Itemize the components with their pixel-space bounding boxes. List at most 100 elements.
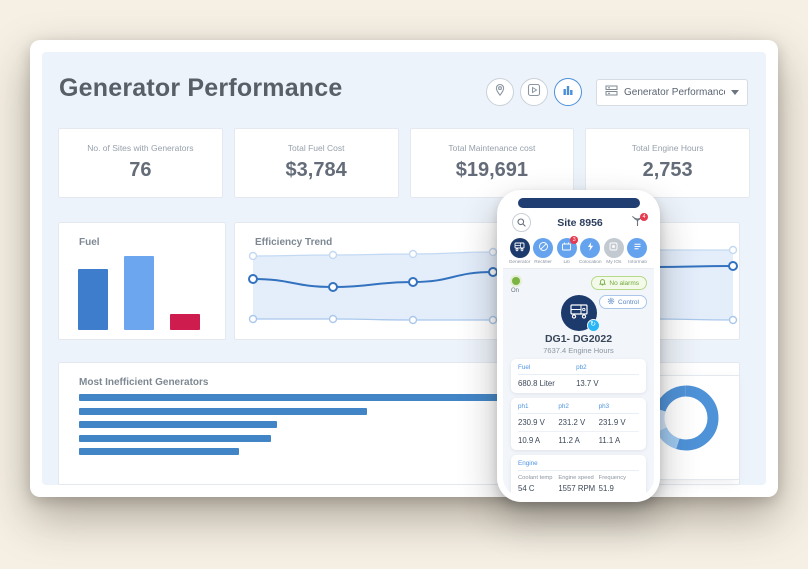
engine-field-label: Frequency: [598, 475, 627, 481]
search-button[interactable]: [512, 213, 531, 232]
engine-field-value: 54 C: [518, 484, 535, 493]
no-alarms-pill[interactable]: No alarms: [591, 276, 647, 290]
status-pills: No alarms Control: [591, 276, 647, 309]
nav-label: Rectifier: [534, 260, 552, 265]
data-point: [328, 282, 338, 292]
nav-label: Colocation: [578, 260, 602, 265]
engine-card-title: Engine: [518, 460, 538, 467]
generator-bar: [79, 407, 367, 415]
location-icon-button[interactable]: [486, 78, 514, 106]
bar-chart-icon-button[interactable]: [554, 78, 582, 106]
bar-chart-icon: [561, 83, 575, 102]
phase-label: ph3: [598, 403, 610, 410]
location-icon: [493, 83, 507, 102]
device-engine-hours: 7637.4 Engine Hours: [543, 346, 614, 355]
data-point: [488, 267, 498, 277]
no-alarms-label: No alarms: [609, 279, 639, 287]
data-point: [248, 251, 258, 261]
phase-label: ph1: [518, 403, 529, 410]
data-point: [248, 274, 258, 284]
phone-data-cards: Fuel pb2 680.8 Liter 13.7 V ph1 ph2 ph3: [511, 359, 646, 496]
phase-current: 11.1 A: [598, 436, 621, 445]
nav-item-colocation[interactable]: Colocation: [579, 238, 602, 265]
stat-cards-row: No. of Sites with Generators 76 Total Fu…: [58, 128, 750, 198]
stat-value: $19,691: [455, 159, 529, 181]
generator-bar: [79, 434, 271, 442]
stat-label: Total Engine Hours: [631, 143, 704, 153]
phase-voltage: 231.2 V: [558, 418, 586, 427]
field-label: Fuel: [518, 364, 531, 371]
fuel-bar-chart: [78, 256, 200, 330]
fuel-bar: [78, 269, 108, 330]
data-point: [328, 314, 338, 324]
phone-screen: Site 8956 4 Generator Rectifier 3 Lib: [503, 196, 654, 496]
engine-field-label: Engine speed: [558, 475, 594, 481]
signal-status[interactable]: 4: [629, 212, 648, 231]
stat-label: No. of Sites with Generators: [87, 143, 194, 153]
fuel-bar: [170, 314, 200, 330]
data-point: [488, 247, 498, 257]
inefficient-generators-title: Most Inefficient Generators: [79, 377, 209, 388]
data-point: [408, 249, 418, 259]
phases-card: ph1 ph2 ph3 230.9 V 231.2 V 231.9 V 10.9…: [511, 398, 646, 450]
field-value: 680.8 Liter: [518, 379, 555, 388]
fuel-chart-title: Fuel: [79, 237, 100, 248]
lib-icon: [561, 239, 572, 257]
efficiency-area-fill: [253, 250, 733, 320]
control-pill[interactable]: Control: [599, 295, 647, 309]
data-point: [248, 314, 258, 324]
my-ios-icon: [608, 239, 619, 257]
nav-item-lib[interactable]: 3 Lib: [555, 236, 579, 265]
phase-current: 11.2 A: [558, 436, 580, 445]
chevron-down-icon: [731, 89, 739, 95]
power-toggle[interactable]: [512, 277, 520, 285]
donut-segment-1: [653, 385, 719, 451]
nav-item-my-ios[interactable]: My IOs: [602, 238, 625, 265]
rectifier-icon: [538, 239, 549, 257]
data-point: [408, 277, 418, 287]
dashboard-card: Generator Performance: [30, 40, 778, 497]
phase-label: ph2: [558, 403, 569, 410]
information-icon: [632, 239, 643, 257]
stat-label: Total Fuel Cost: [287, 143, 345, 153]
data-point: [408, 315, 418, 325]
nav-label: Lib: [563, 260, 570, 265]
colocation-icon: [585, 239, 596, 257]
phone-app-header: Site 8956 4: [503, 208, 654, 236]
phone-notch: [517, 198, 640, 208]
power-label: On: [511, 288, 520, 294]
stat-label: Total Maintenance cost: [448, 143, 536, 153]
phone-nav: Generator Rectifier 3 Lib Colocation My …: [503, 236, 654, 269]
phone-mockup: Site 8956 4 Generator Rectifier 3 Lib: [497, 190, 660, 502]
engine-field-value: 51.9: [598, 484, 614, 493]
generator-bar: [79, 394, 643, 401]
play-icon-button[interactable]: [520, 78, 548, 106]
data-point: [728, 261, 738, 271]
nav-item-informati[interactable]: Informati: [626, 238, 649, 265]
field-label: pb2: [576, 364, 587, 371]
engine-card: Engine Coolant temp 54 C Engine speed 15…: [511, 455, 646, 496]
generator-bar: [79, 448, 239, 455]
stat-value: $3,784: [285, 159, 347, 181]
data-point: [488, 315, 498, 325]
stat-card: Total Maintenance cost $19,691: [409, 128, 575, 198]
nav-label: My IOs: [606, 260, 622, 265]
nav-item-generator[interactable]: Generator: [508, 238, 531, 265]
report-select-value: Generator Performance: [624, 86, 725, 98]
sync-badge-icon: ↻: [586, 319, 600, 332]
stat-card: Total Engine Hours 2,753: [585, 128, 750, 198]
nav-label: Informati: [628, 260, 647, 265]
efficiency-trend-title: Efficiency Trend: [255, 237, 333, 248]
nav-badge: 3: [570, 236, 579, 244]
generator-avatar: ↻: [560, 295, 600, 332]
field-value: 13.7 V: [576, 379, 599, 388]
data-point: [728, 245, 738, 255]
search-icon: [517, 214, 526, 232]
fuel-bar: [124, 256, 154, 330]
donut-chart: [653, 385, 719, 451]
nav-item-rectifier[interactable]: Rectifier: [532, 238, 555, 265]
header-actions: Generator Performance: [486, 78, 748, 106]
site-title: Site 8956: [557, 216, 603, 229]
report-select[interactable]: Generator Performance: [596, 78, 748, 106]
stat-card: No. of Sites with Generators 76: [58, 128, 223, 198]
